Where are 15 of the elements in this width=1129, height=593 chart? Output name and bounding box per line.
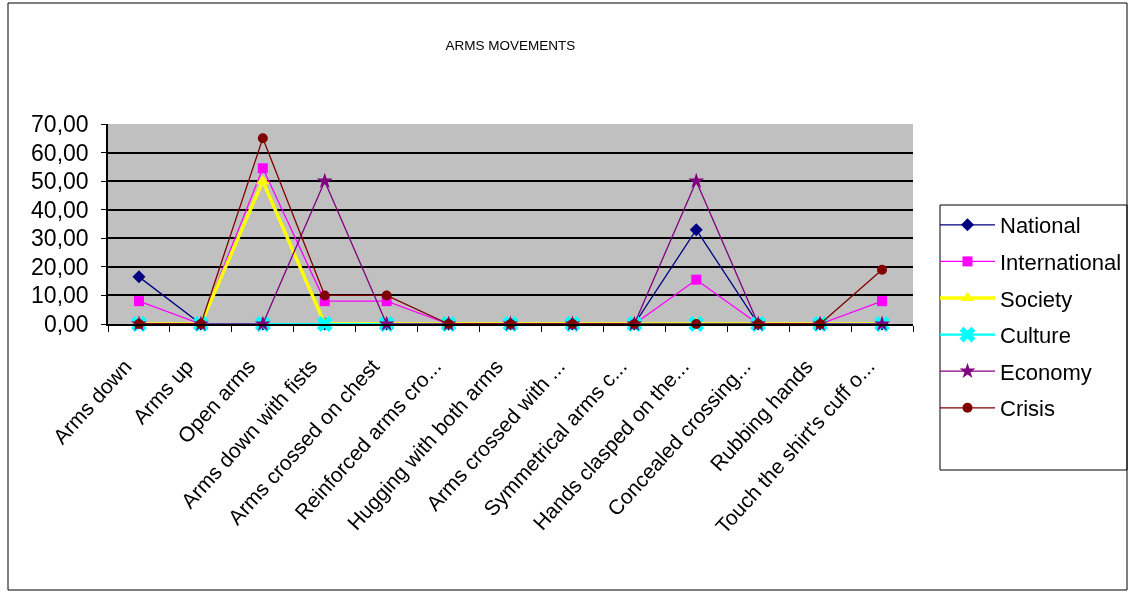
y-tick-label: 20,00	[31, 253, 89, 280]
y-tick-label: 40,00	[31, 196, 89, 223]
y-tick-label: 10,00	[31, 282, 89, 309]
y-tick-label: 60,00	[31, 139, 89, 166]
chart-title: ARMS MOVEMENTS	[445, 37, 576, 53]
legend-label: Society	[1000, 286, 1073, 312]
y-tick-label: 0,00	[43, 311, 89, 338]
legend-label: Economy	[1000, 359, 1092, 385]
y-tick-label: 30,00	[31, 225, 89, 252]
legend-label: Crisis	[1000, 396, 1055, 422]
y-tick-label: 70,00	[31, 111, 89, 138]
y-tick-label: 50,00	[31, 168, 89, 195]
legend-label: Culture	[1000, 323, 1071, 349]
legend-label: International	[1000, 249, 1122, 275]
legend-label: National	[1000, 213, 1081, 239]
